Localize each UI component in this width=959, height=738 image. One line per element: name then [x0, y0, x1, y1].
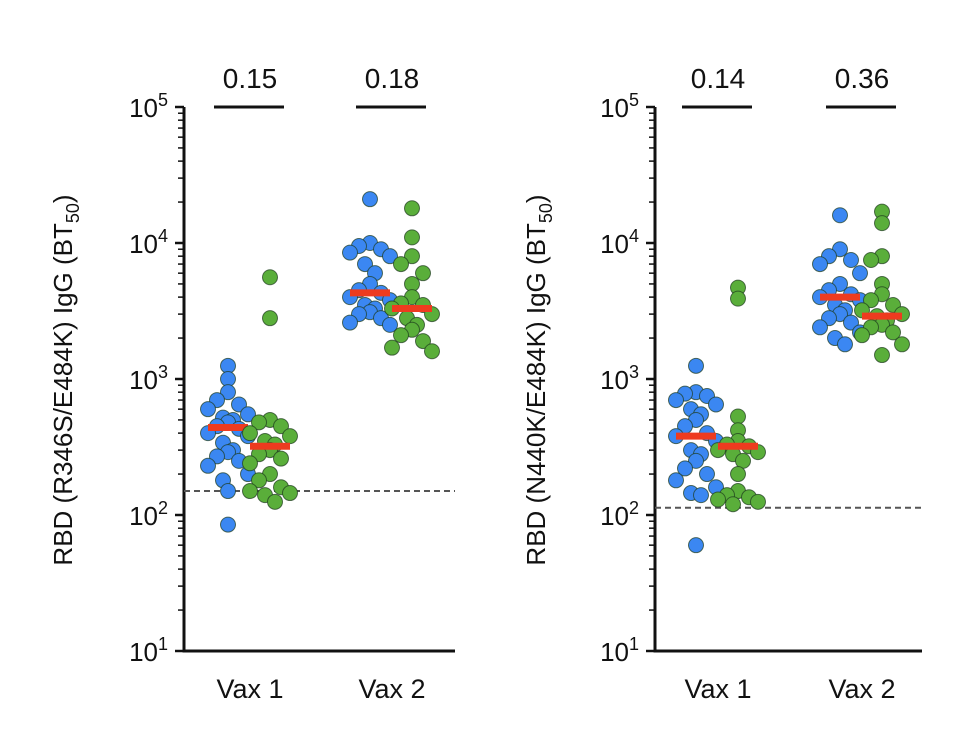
- data-point: [251, 472, 267, 489]
- data-point: [357, 256, 373, 273]
- data-point: [382, 248, 398, 265]
- data-point: [415, 265, 431, 282]
- data-point: [231, 396, 247, 413]
- data-point: [342, 314, 358, 331]
- data-point: [240, 406, 256, 423]
- x-tick-label: Vax 2: [358, 674, 425, 704]
- data-point: [262, 310, 278, 327]
- data-point: [688, 537, 704, 554]
- data-point: [863, 292, 879, 309]
- data-point: [699, 466, 715, 483]
- y-tick-label: 105: [600, 90, 639, 123]
- data-point: [863, 251, 879, 268]
- data-point: [404, 248, 420, 265]
- data-point: [384, 339, 400, 356]
- data-point: [668, 392, 684, 409]
- data-point: [812, 319, 828, 336]
- data-point: [242, 425, 258, 442]
- data-point: [688, 452, 704, 469]
- y-tick-label: 104: [129, 226, 168, 259]
- data-point: [404, 200, 420, 217]
- data-point: [200, 457, 216, 474]
- data-point: [885, 324, 901, 341]
- x-tick-label: Vax 2: [828, 674, 895, 704]
- data-point: [220, 483, 236, 500]
- x-tick-label: Vax 1: [216, 674, 283, 704]
- data-point: [837, 336, 853, 353]
- y-tick-label: 103: [129, 362, 168, 395]
- data-point: [843, 314, 859, 331]
- data-point: [725, 496, 741, 513]
- data-point: [282, 428, 298, 445]
- y-tick-label: 103: [600, 362, 639, 395]
- data-point: [273, 450, 289, 467]
- data-point: [730, 408, 746, 425]
- y-tick-label: 101: [129, 634, 168, 667]
- x-tick-label: Vax 1: [684, 674, 751, 704]
- data-point: [382, 316, 398, 333]
- data-point: [282, 485, 298, 502]
- data-point: [852, 265, 868, 282]
- data-point: [242, 455, 258, 472]
- data-point: [710, 491, 726, 508]
- data-point: [668, 472, 684, 489]
- data-point: [874, 215, 890, 232]
- data-point: [730, 290, 746, 307]
- data-point: [812, 256, 828, 273]
- data-point: [688, 357, 704, 374]
- y-tick-label: 101: [600, 634, 639, 667]
- data-point: [693, 487, 709, 504]
- data-point: [251, 414, 267, 431]
- data-point: [832, 207, 848, 224]
- data-point: [362, 191, 378, 208]
- data-point: [750, 493, 766, 510]
- y-tick-label: 102: [600, 498, 639, 531]
- chart-panel-2: 101 102 103 104 105 RBD (N440K/E484K) IgG (BT…: [521, 63, 922, 704]
- data-point: [393, 327, 409, 344]
- data-point: [273, 418, 289, 435]
- data-point: [220, 384, 236, 401]
- data-point: [415, 333, 431, 350]
- data-point: [854, 327, 870, 344]
- data-point: [677, 460, 693, 477]
- p-value-label: 0.14: [691, 63, 746, 94]
- data-point: [708, 396, 724, 413]
- data-point: [342, 244, 358, 261]
- data-point: [262, 269, 278, 286]
- y-axis-label: RBD (R346S/E484K) IgG (BT50): [48, 194, 83, 565]
- y-tick-label: 104: [600, 226, 639, 259]
- data-point: [424, 343, 440, 360]
- data-point: [220, 516, 236, 533]
- p-value-label: 0.15: [223, 63, 278, 94]
- p-value-label: 0.18: [365, 63, 420, 94]
- p-value-label: 0.36: [835, 63, 890, 94]
- data-point: [393, 256, 409, 273]
- data-point: [242, 483, 258, 500]
- data-point: [404, 229, 420, 246]
- data-point: [730, 466, 746, 483]
- data-point: [200, 401, 216, 418]
- y-axis-label: RBD (N440K/E484K) IgG (BT50): [521, 194, 556, 565]
- y-tick-label: 105: [129, 90, 168, 123]
- data-point: [894, 336, 910, 353]
- chart-panel-1: 101 102 103 104 105 RBD (R346S/E484K) IgG (BT…: [48, 63, 455, 704]
- data-point: [843, 251, 859, 268]
- data-point: [267, 493, 283, 510]
- data-point: [874, 347, 890, 364]
- y-tick-label: 102: [129, 498, 168, 531]
